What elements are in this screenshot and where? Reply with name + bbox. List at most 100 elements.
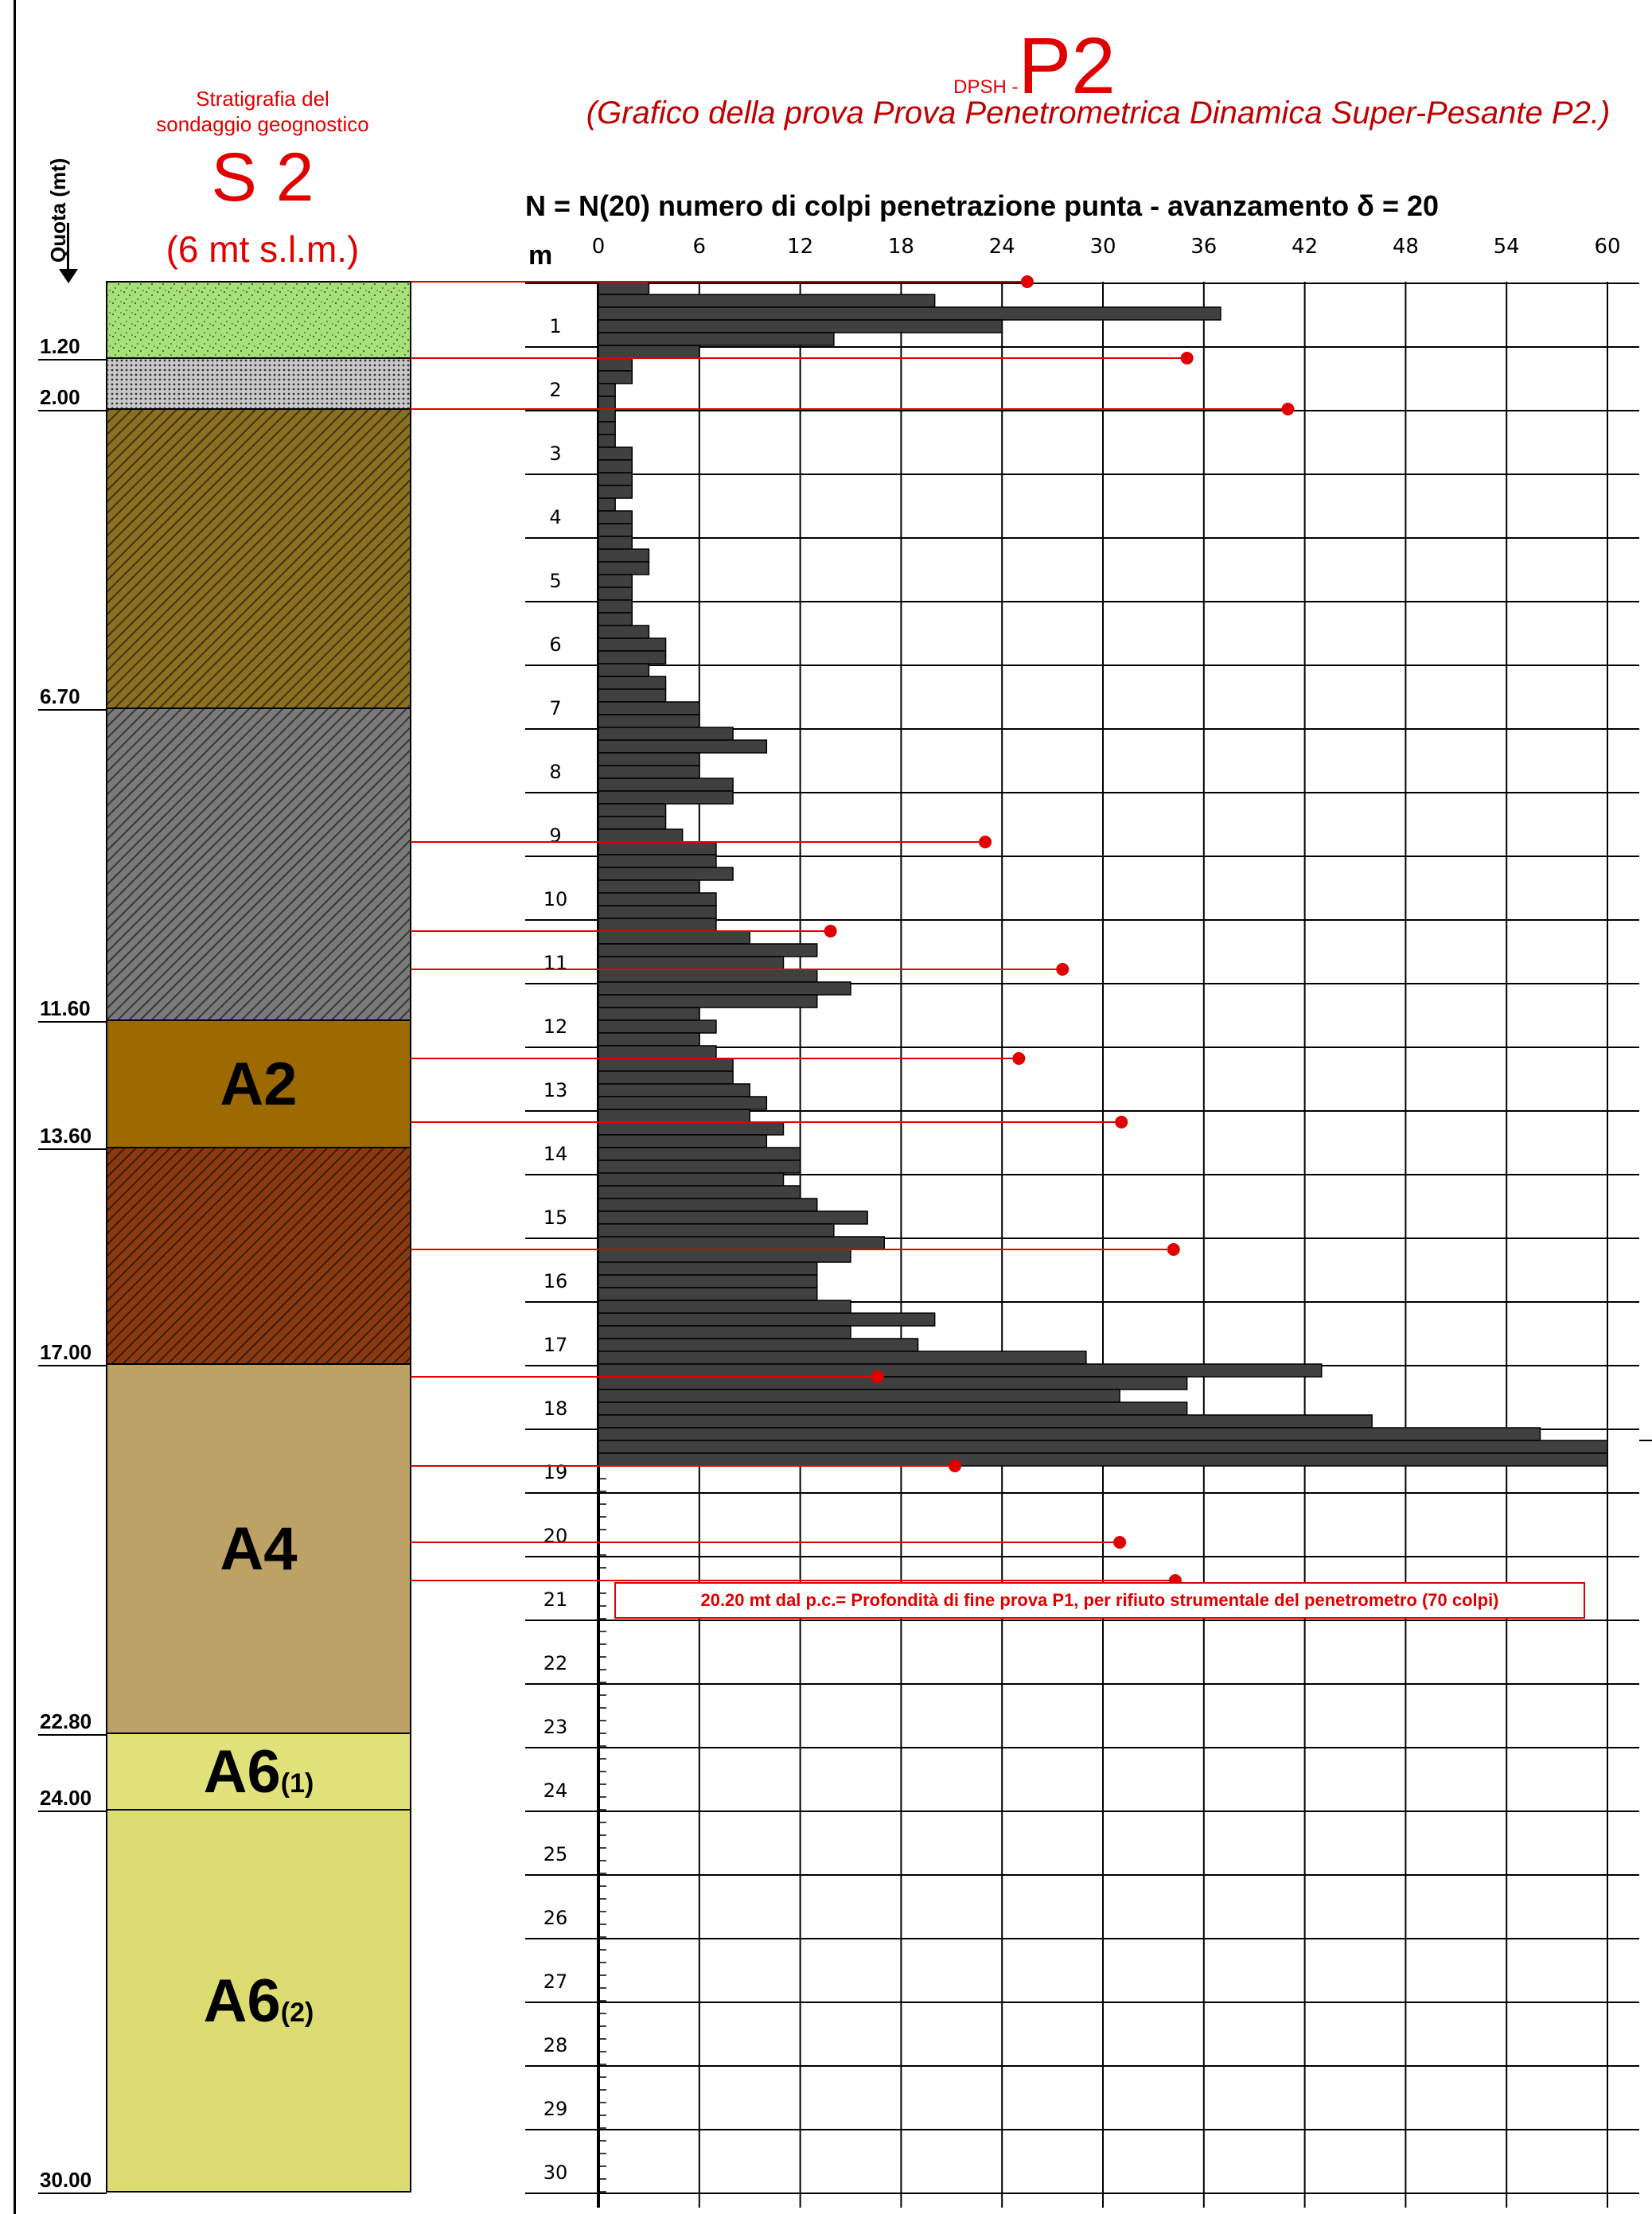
test-prefix: DPSH -: [953, 76, 1019, 98]
layer-label-9: A6(2): [204, 1967, 314, 2035]
bar-16: [598, 472, 633, 486]
bar-75: [598, 1223, 835, 1238]
bar-89: [598, 1401, 1188, 1416]
bar-88: [598, 1389, 1120, 1403]
test-code: P2: [1018, 21, 1116, 111]
bar-78: [598, 1261, 818, 1276]
correlation-dot-6: [1056, 963, 1070, 976]
correlation-dot-5: [824, 925, 837, 937]
depth-label-2: 2.00: [40, 385, 80, 409]
layer-7: [106, 1363, 411, 1734]
bar-23: [598, 561, 650, 575]
bar-8: [598, 370, 633, 384]
correlation-dot-11: [949, 1460, 962, 1472]
quota-axis-line: [67, 223, 69, 271]
bar-70: [598, 1160, 801, 1174]
x-tick-label-42: 42: [1292, 235, 1318, 259]
bar-36: [598, 727, 734, 741]
layer-hatch-3: [107, 409, 411, 708]
bar-40: [598, 778, 734, 792]
bar-60: [598, 1032, 700, 1047]
x-tick-label-36: 36: [1190, 235, 1217, 259]
y-tick-label-15: 15: [544, 1206, 568, 1229]
layer-label-7: A4: [220, 1515, 297, 1583]
bar-53: [598, 943, 818, 957]
bar-69: [598, 1147, 801, 1161]
layer-label-8: A6(1): [204, 1738, 314, 1806]
y-tick-label-28: 28: [544, 2034, 568, 2056]
bar-39: [598, 765, 700, 779]
layer-label-5: A2: [220, 1050, 297, 1118]
y-tick-label-27: 27: [544, 1970, 568, 1993]
bar-32: [598, 676, 667, 690]
layer-9: [106, 1809, 411, 2193]
x-tick-label-54: 54: [1494, 235, 1520, 259]
y-tick-label-16: 16: [544, 1270, 568, 1292]
x-tick-label-48: 48: [1393, 235, 1419, 259]
chart-header: N = N(20) numero di colpi penetrazione p…: [525, 189, 1440, 222]
y-tick-label-14: 14: [544, 1143, 568, 1165]
bar-57: [598, 994, 818, 1008]
depth-label-9: 30.00: [40, 2168, 92, 2192]
bar-11: [598, 408, 616, 423]
bar-27: [598, 612, 633, 626]
bar-71: [598, 1172, 785, 1187]
bar-14: [598, 446, 633, 461]
correlation-dot-9: [1167, 1243, 1180, 1256]
correlation-dot-7: [1012, 1052, 1026, 1065]
y-tick-label-29: 29: [544, 2098, 568, 2120]
test-subtitle: (Grafico della prova Prova Penetrometric…: [586, 95, 1611, 131]
bar-92: [598, 1440, 1608, 1454]
y-axis-label: m: [528, 240, 552, 271]
y-tick-label-2: 2: [549, 379, 561, 401]
bar-46: [598, 854, 717, 868]
bar-6: [598, 345, 700, 359]
bar-29: [598, 637, 667, 652]
y-tick-label-12: 12: [544, 1015, 568, 1038]
bar-66: [598, 1109, 750, 1123]
page-left-border: [14, 0, 16, 2214]
bar-67: [598, 1121, 785, 1136]
bar-21: [598, 536, 633, 550]
bar-13: [598, 434, 616, 448]
stratigraphy-title-line2: sondaggio geognostico: [156, 112, 369, 136]
y-tick-label-11: 11: [544, 952, 568, 974]
bar-31: [598, 663, 650, 677]
y-tick-label-18: 18: [544, 1397, 568, 1420]
x-tick-label-30: 30: [1089, 235, 1116, 259]
layer-5: [106, 1019, 411, 1148]
bar-24: [598, 574, 633, 588]
bar-58: [598, 1007, 700, 1021]
bar-59: [598, 1019, 717, 1034]
bar-4: [598, 319, 1003, 333]
layer-dots-2: [107, 358, 411, 409]
depth-label-3: 6.70: [40, 684, 80, 708]
bar-84: [598, 1338, 919, 1352]
depth-label-8: 24.00: [40, 1786, 92, 1810]
bar-80: [598, 1287, 818, 1301]
correlation-dot-4: [979, 836, 992, 848]
bar-44: [598, 828, 684, 843]
bar-12: [598, 421, 616, 435]
x-tick-label-24: 24: [989, 235, 1015, 259]
bar-45: [598, 841, 717, 856]
bar-38: [598, 752, 700, 766]
end-of-test-note: 20.20 mt dal p.c.= Profondità di fine pr…: [614, 1582, 1585, 1619]
y-tick-label-13: 13: [544, 1079, 568, 1101]
correlation-dot-12: [1113, 1536, 1127, 1549]
bar-93: [598, 1452, 1608, 1467]
depth-label-6: 17.00: [40, 1340, 92, 1364]
x-tick-label-0: 0: [592, 235, 606, 259]
bar-25: [598, 587, 633, 601]
bar-77: [598, 1249, 851, 1263]
x-tick-label-6: 6: [693, 235, 707, 259]
bar-54: [598, 956, 785, 970]
y-tick-label-3: 3: [549, 442, 561, 465]
bar-83: [598, 1325, 851, 1339]
bar-56: [598, 981, 851, 996]
layer-8: [106, 1733, 411, 1811]
y-tick-label-8: 8: [549, 761, 561, 783]
depth-label-4: 11.60: [40, 996, 91, 1020]
test-title: DPSH -P2: [557, 22, 1512, 110]
